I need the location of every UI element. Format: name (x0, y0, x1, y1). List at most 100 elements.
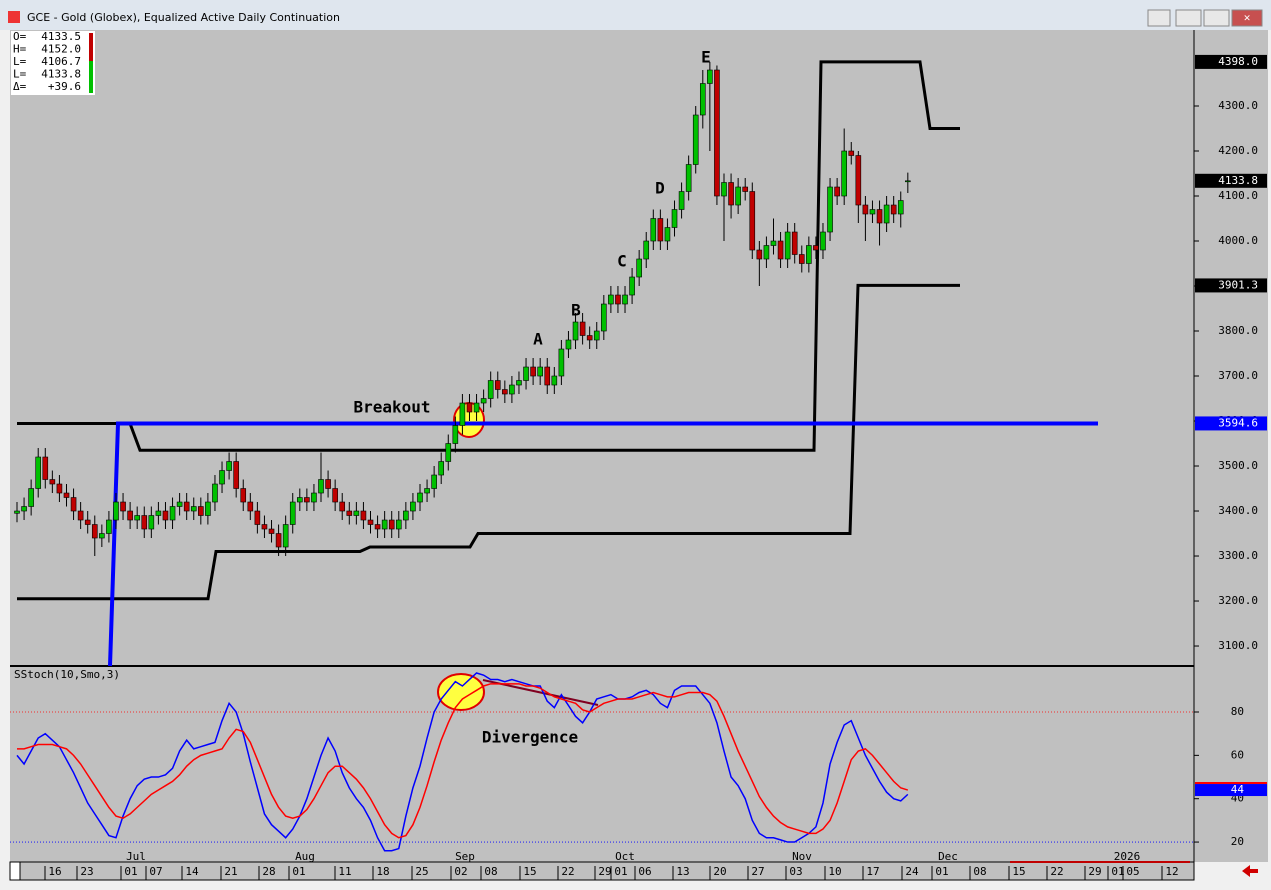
price-marker (1195, 54, 1267, 69)
candle-body (183, 501, 190, 512)
y-tick-label: 3300.0 (1218, 549, 1258, 562)
candle-body (339, 501, 346, 512)
annotation: Breakout (353, 398, 430, 417)
candle-body (579, 321, 586, 336)
candle-body (289, 501, 296, 525)
link-button[interactable] (1147, 9, 1171, 27)
x-tick-label: 23 (80, 865, 93, 878)
candle-body (841, 150, 847, 197)
x-tick-label: 25 (415, 865, 428, 878)
y-tick-label: 80 (1231, 705, 1244, 718)
close-button[interactable] (1231, 9, 1263, 27)
candle-body (296, 497, 303, 503)
candle-body (516, 380, 522, 386)
candle-body (763, 245, 770, 260)
y-tick-label: 20 (1231, 835, 1244, 848)
candle-body (452, 425, 459, 444)
month-label: Jul (126, 850, 146, 863)
candle-body (622, 294, 628, 305)
scroll-thumb[interactable] (9, 861, 21, 881)
annotation: C (617, 252, 627, 271)
x-tick-label: 14 (185, 865, 199, 878)
candle-body (403, 510, 409, 521)
candle-body (664, 227, 671, 242)
candle-body (325, 479, 331, 489)
candle-body (657, 218, 664, 242)
y-tick-label: 3200.0 (1218, 594, 1258, 607)
minimize-button[interactable] (1175, 9, 1202, 27)
price-marker (1195, 173, 1267, 188)
candle-body (240, 488, 247, 503)
candle-body (205, 501, 211, 516)
candle-body (728, 182, 734, 206)
ohlc-value: +39.6 (48, 80, 81, 93)
candle-body (120, 501, 126, 512)
candle-body (629, 276, 635, 296)
candle-body (21, 506, 27, 512)
candle-body (473, 402, 480, 413)
candle-body (890, 204, 897, 215)
candle-body (707, 69, 713, 84)
price-marker (1195, 278, 1267, 293)
ohlc-label: H= (13, 43, 27, 56)
y-tick-label: 3700.0 (1218, 369, 1258, 382)
candle-body (141, 515, 148, 530)
candle-body (91, 524, 98, 539)
y-tick-label: 60 (1231, 748, 1244, 761)
candle-body (106, 519, 112, 534)
price-marker-label: 4133.8 (1218, 174, 1258, 187)
scroll-arrow[interactable] (1242, 865, 1258, 877)
x-tick-label: 08 (484, 865, 497, 878)
candle-body (466, 402, 473, 413)
x-tick-label: 12 (1165, 865, 1178, 878)
candle-body (56, 483, 63, 494)
candle-body (791, 231, 798, 255)
candle-body (219, 470, 225, 485)
candle-body (113, 501, 119, 521)
x-tick-label: 02 (454, 865, 467, 878)
candle-body (523, 366, 529, 381)
ohlc-label: L= (13, 55, 27, 68)
candle-body (261, 524, 268, 530)
candle-body (742, 186, 749, 192)
stoch-line (17, 683, 909, 839)
x-tick-label: 17 (866, 865, 879, 878)
candle-body (14, 510, 20, 514)
candle-body (162, 510, 169, 521)
candle-body (169, 506, 176, 521)
maximize-button[interactable] (1203, 9, 1230, 27)
candle-body (346, 510, 353, 516)
x-tick-label: 11 (338, 865, 351, 878)
candle-body (28, 488, 34, 507)
candle-body (374, 524, 381, 530)
candle-body (509, 384, 515, 395)
window-title: GCE - Gold (Globex), Equalized Active Da… (27, 11, 340, 24)
candle-body (615, 294, 621, 305)
candle-body (601, 303, 607, 332)
y-tick-label: 3100.0 (1218, 639, 1258, 652)
x-tick-label: 13 (676, 865, 689, 878)
candle-body (77, 510, 84, 521)
x-tick-label: 16 (48, 865, 61, 878)
month-label: Oct (615, 850, 635, 863)
candle-body (311, 492, 317, 503)
candle-body (798, 254, 805, 264)
month-label: Nov (792, 850, 812, 863)
candle-body (63, 492, 70, 498)
annotation: A (533, 330, 543, 349)
candle-body (897, 200, 904, 215)
x-tick-label: 08 (973, 865, 986, 878)
candle-body (190, 506, 197, 512)
candle-body (855, 155, 862, 206)
price-axis-background (1194, 30, 1268, 862)
candle-body (537, 366, 543, 377)
divergence-highlight (437, 673, 485, 711)
candle-body (275, 533, 282, 548)
candle-body (84, 519, 91, 525)
close-icon[interactable]: ✕ (1244, 11, 1251, 24)
upper-channel (17, 60, 960, 452)
price-marker-label: 3594.6 (1218, 416, 1258, 429)
ohlc-value: 4106.7 (41, 55, 81, 68)
candle-body (198, 506, 204, 516)
candle-body (367, 519, 374, 525)
